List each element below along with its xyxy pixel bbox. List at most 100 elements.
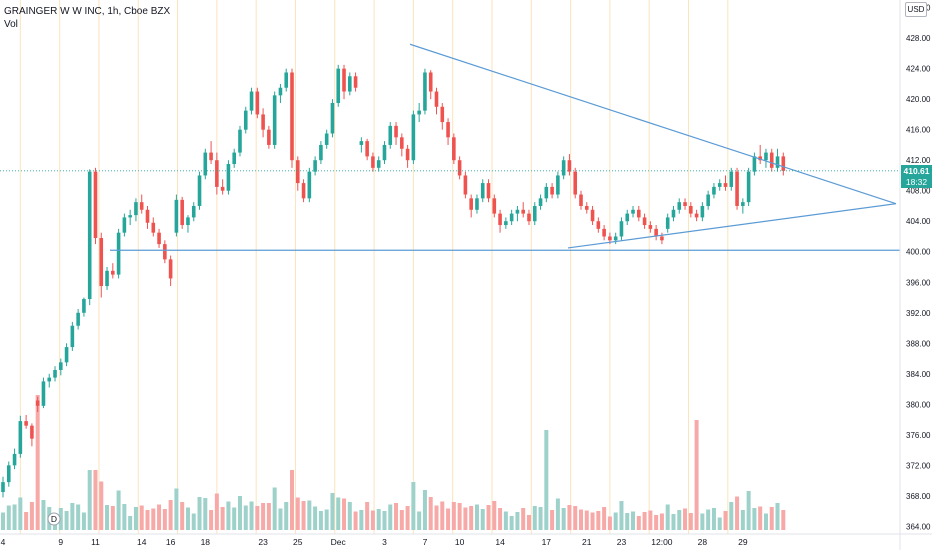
volume-bar — [87, 470, 92, 530]
volume-bar — [763, 513, 768, 530]
volume-bar — [157, 504, 162, 530]
candle-body — [336, 68, 341, 103]
candle-body — [532, 205, 537, 222]
candle-body — [313, 160, 317, 172]
price-axis[interactable]: 432.00428.00424.00420.00416.00412.00408.… — [899, 0, 931, 550]
candle-body — [59, 362, 63, 370]
volume-bar — [711, 508, 716, 530]
upper-trendline — [409, 43, 897, 205]
candle-body — [394, 125, 398, 138]
candle-body — [648, 225, 653, 229]
volume-bar — [133, 507, 138, 530]
volume-bar — [422, 490, 427, 530]
volume-bar — [110, 506, 115, 530]
candle-body — [463, 175, 468, 195]
candle-body — [99, 238, 104, 287]
candle-body — [76, 312, 80, 326]
time-tick-label: 16 — [166, 537, 176, 547]
volume-bar — [347, 502, 352, 530]
candle-body — [752, 156, 757, 172]
volume-bar — [457, 503, 462, 530]
volume-bar — [151, 508, 156, 530]
candle-body — [278, 87, 283, 96]
volume-bar — [284, 502, 289, 530]
time-tick-label: 23 — [617, 537, 627, 547]
volume-bar — [538, 507, 543, 530]
price-tick-label: 372.00 — [906, 461, 931, 470]
volume-bar — [301, 501, 306, 530]
candle-body — [30, 425, 34, 439]
volume-bar — [168, 500, 173, 530]
candle-body — [521, 209, 525, 214]
candle-body — [6, 465, 11, 483]
volume-bar — [41, 500, 46, 530]
time-tick-label: 23 — [258, 537, 268, 547]
candle-body — [527, 213, 531, 222]
volume-bars — [1, 395, 786, 530]
volume-bar — [440, 501, 445, 530]
candle-body — [775, 156, 780, 168]
candle-body — [625, 213, 630, 222]
volume-bar — [261, 503, 266, 530]
volume-bar — [613, 512, 618, 530]
candle-body — [781, 156, 786, 171]
candle-body — [769, 152, 774, 168]
volume-bar — [665, 504, 670, 530]
volume-bar — [631, 511, 636, 530]
time-axis[interactable]: 4 9 11 14 16 18 23 25 Dec 3 7 10 14 17 21 23 12:00 28 29 — [0, 533, 932, 547]
symbol-title[interactable]: GRAINGER W W INC, 1h, Cboe BZX — [4, 6, 171, 17]
volume-label[interactable]: Vol — [4, 19, 18, 30]
candle-body — [579, 194, 583, 206]
volume-bar — [70, 503, 75, 530]
candle-body — [671, 209, 676, 218]
candle-body — [319, 144, 323, 161]
volume-bar — [336, 497, 341, 530]
volume-bar — [6, 505, 11, 530]
currency-label[interactable]: USD — [905, 2, 927, 17]
volume-bar — [249, 501, 254, 530]
volume-bar — [561, 508, 566, 530]
candle-body — [255, 91, 260, 115]
volume-bar — [417, 511, 422, 530]
candle-body — [400, 137, 404, 149]
price-tick-label: 364.00 — [906, 522, 931, 531]
volume-bar — [318, 511, 323, 530]
volume-bar — [729, 502, 734, 530]
price-tick-label: 396.00 — [906, 278, 931, 287]
candle-body — [631, 209, 635, 214]
candle-body — [440, 106, 445, 123]
volume-bar — [555, 498, 560, 530]
volume-bar — [24, 512, 29, 530]
price-tick-label: 380.00 — [906, 400, 931, 409]
volume-bar — [376, 509, 381, 530]
dividend-badge — [47, 512, 61, 526]
candle-body — [215, 160, 219, 187]
volume-bar — [139, 505, 144, 530]
volume-bar — [602, 507, 607, 530]
candle-body — [371, 156, 375, 168]
candle-body — [746, 171, 751, 203]
volume-bar — [446, 508, 451, 530]
volume-bar — [428, 497, 433, 530]
volume-bar — [359, 510, 364, 530]
candlesticks — [1, 64, 786, 498]
candle-body — [342, 68, 346, 92]
candle-body — [642, 217, 647, 226]
candle-body — [324, 133, 329, 145]
candle-body — [232, 152, 236, 165]
volume-bar — [185, 507, 190, 530]
candle-body — [134, 202, 138, 216]
volume-bar — [706, 509, 711, 530]
volume-bar — [197, 497, 202, 530]
candle-body — [243, 110, 248, 130]
candle-body — [191, 205, 196, 218]
candle-body — [602, 228, 606, 237]
candle-body — [376, 160, 381, 168]
volume-bar — [717, 517, 722, 530]
candle-body — [180, 199, 184, 226]
candle-body — [116, 232, 121, 275]
volume-bar — [209, 510, 214, 530]
volume-bar — [93, 470, 98, 530]
trendlines[interactable]: D — [0, 43, 900, 526]
